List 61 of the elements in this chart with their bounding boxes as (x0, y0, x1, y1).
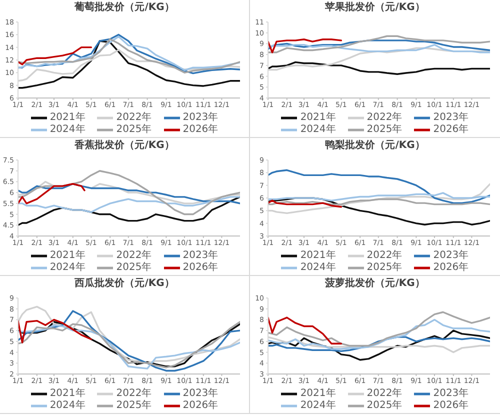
legend-label: 2023年 (182, 250, 218, 262)
line-series (268, 330, 490, 361)
legend-label: 2021年 (50, 388, 86, 400)
legend-label: 2023年 (433, 112, 469, 124)
legend-label: 2022年 (116, 388, 152, 400)
legend-label: 2021年 (50, 112, 86, 124)
legend-label: 2023年 (182, 388, 218, 400)
legend-label: 2024年 (50, 262, 86, 274)
legend-label: 2021年 (300, 112, 336, 124)
legend-label: 2023年 (433, 250, 469, 262)
line-series (268, 40, 490, 52)
line-series (268, 316, 342, 344)
legend-label: 2026年 (182, 262, 218, 274)
line-series (18, 46, 92, 66)
line-series (18, 170, 240, 216)
legend-label: 2023年 (433, 388, 469, 400)
legend-label: 2024年 (300, 400, 336, 412)
legend-label: 2021年 (50, 250, 86, 262)
legend-label: 2022年 (366, 250, 402, 262)
line-series (18, 196, 240, 213)
chart-title: 鸭梨批发价（元/KG） (324, 138, 426, 153)
legend-label: 2026年 (182, 124, 218, 136)
chart-title: 香蕉批发价（元/KG） (74, 138, 176, 153)
line-series (268, 311, 490, 347)
legend-label: 2021年 (300, 388, 336, 400)
legend-label: 2024年 (300, 124, 336, 136)
legend-label: 2025年 (366, 262, 402, 274)
line-series (268, 318, 490, 350)
chart-title: 苹果批发价（元/KG） (324, 0, 426, 15)
line-series (268, 38, 342, 54)
legend-label: 2026年 (433, 400, 469, 412)
legend-label: 2026年 (182, 400, 218, 412)
chart-title: 西瓜批发价（元/KG） (74, 276, 176, 291)
line-series (268, 44, 490, 54)
legend-label: 2021年 (300, 250, 336, 262)
legend-label: 2024年 (50, 124, 86, 136)
line-series (268, 192, 490, 202)
line-series (18, 310, 240, 372)
legend-label: 2024年 (50, 400, 86, 412)
legend-label: 2025年 (366, 124, 402, 136)
legend-label: 2022年 (366, 388, 402, 400)
legend-label: 2026年 (433, 124, 469, 136)
line-series (18, 183, 86, 204)
legend-label: 2025年 (366, 400, 402, 412)
line-series (18, 40, 240, 89)
line-series (268, 169, 490, 204)
legend-label: 2024年 (300, 262, 336, 274)
line-series (268, 200, 342, 208)
legend-label: 2022年 (116, 112, 152, 124)
chart-title: 葡萄批发价（元/KG） (74, 0, 176, 15)
line-series (268, 35, 490, 54)
legend-label: 2025年 (116, 262, 152, 274)
chart-title: 菠萝批发价（元/KG） (324, 276, 426, 291)
legend-label: 2025年 (116, 124, 152, 136)
legend-label: 2022年 (366, 112, 402, 124)
legend-label: 2025年 (116, 400, 152, 412)
line-series (268, 61, 490, 75)
legend-label: 2026年 (433, 262, 469, 274)
line-series (18, 318, 92, 344)
legend-label: 2022年 (116, 250, 152, 262)
legend-label: 2023年 (182, 112, 218, 124)
